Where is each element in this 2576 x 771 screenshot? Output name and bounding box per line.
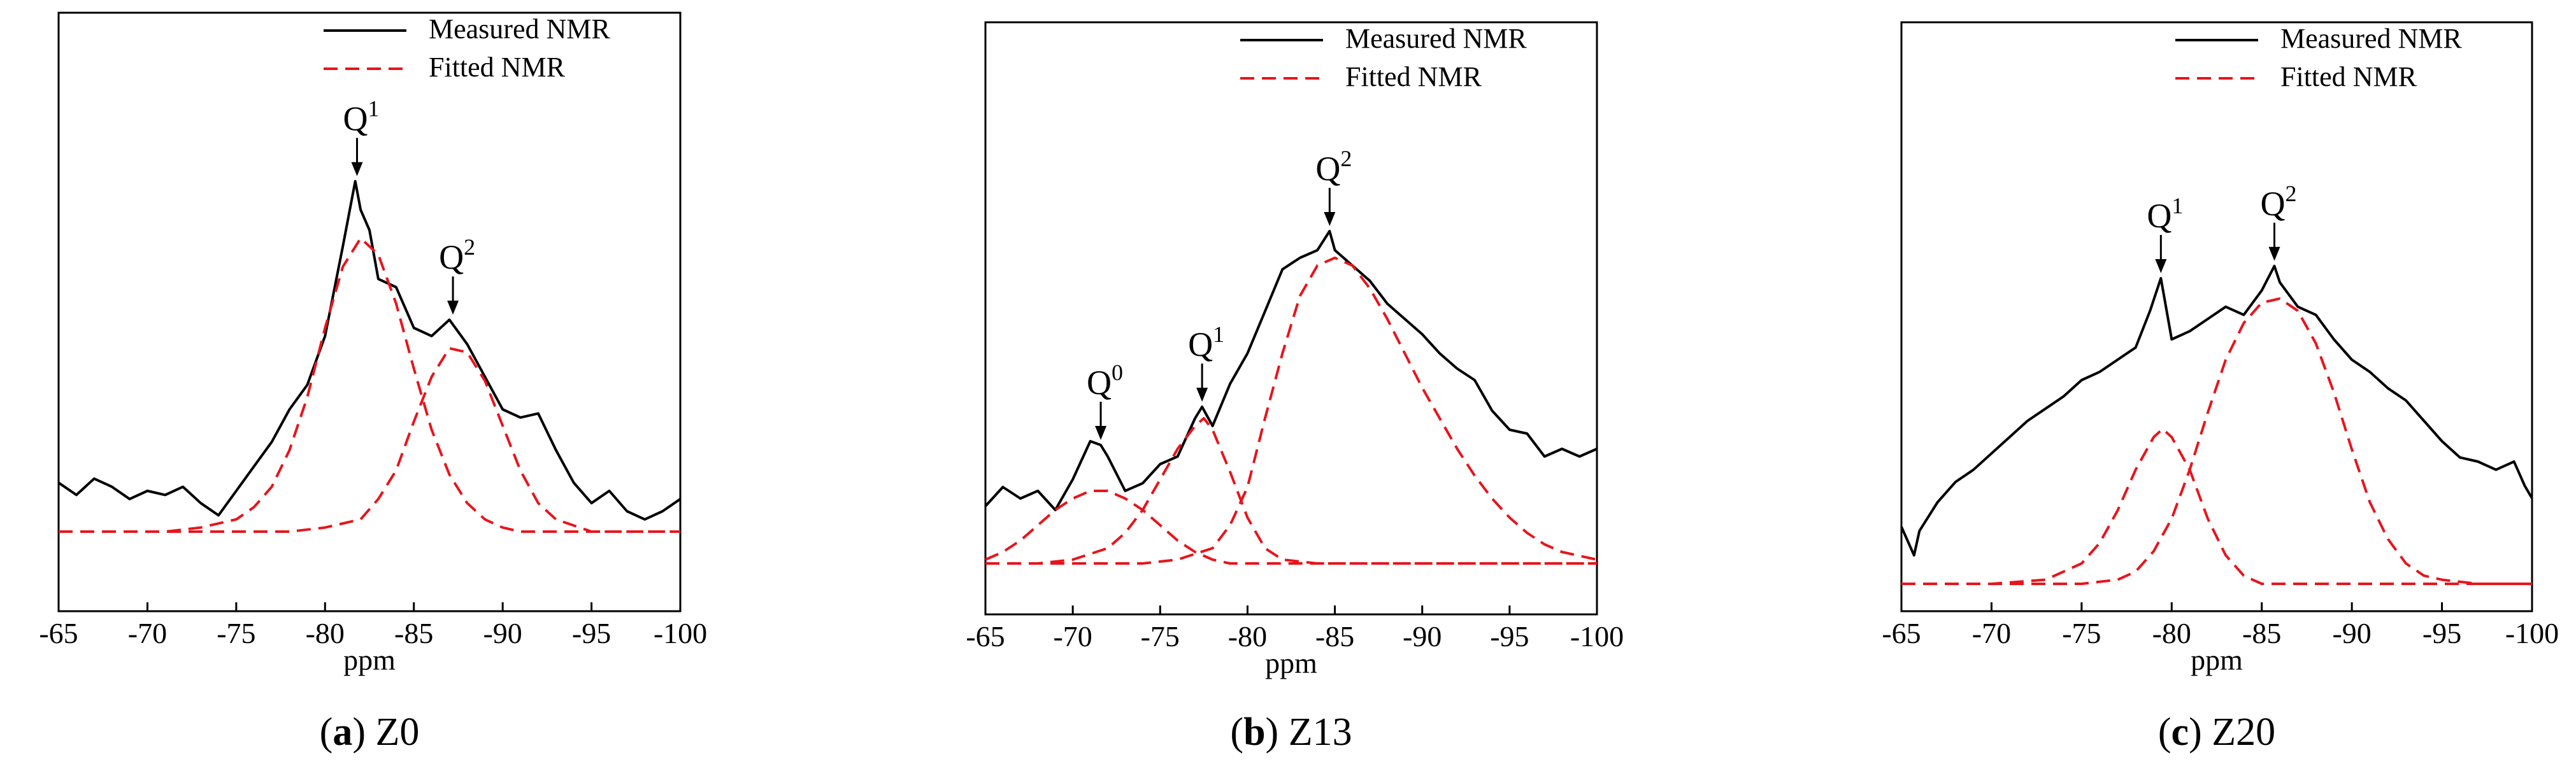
legend-label-fitted: Fitted NMR xyxy=(429,52,566,83)
peak-label: Q2 xyxy=(439,234,475,276)
plot-frame xyxy=(984,21,1598,616)
x-tick-label: -65 xyxy=(966,620,1005,653)
x-tick-label: -85 xyxy=(394,617,433,649)
peak-label: Q1 xyxy=(343,96,379,138)
x-tick-label: -95 xyxy=(572,617,611,649)
x-axis-label: ppm xyxy=(343,644,396,676)
x-tick-label: -70 xyxy=(128,617,167,649)
fitted-curve xyxy=(1901,427,2532,585)
x-tick-label: -80 xyxy=(306,617,345,649)
peak-arrowhead xyxy=(1095,426,1107,440)
x-tick-label: -75 xyxy=(217,617,255,649)
panel-c: -65 -70 -75 -80 -85 -90 -95 -100 ppm Q1 Q2 Measured… xyxy=(1882,21,2559,754)
fitted-curve xyxy=(985,417,1597,565)
x-tick-label: -95 xyxy=(1490,620,1529,653)
legend-label-fitted: Fitted NMR xyxy=(2280,61,2417,92)
x-tick-label: -90 xyxy=(483,617,522,649)
x-tick-label: -90 xyxy=(2332,617,2371,649)
x-tick-label: -80 xyxy=(2152,617,2191,649)
fitted-curve xyxy=(1901,297,2532,585)
x-tick-label: -75 xyxy=(2062,617,2101,649)
panel-caption: (c) Z20 xyxy=(2158,711,2275,754)
x-tick-label: -100 xyxy=(654,617,707,649)
x-tick-label: -75 xyxy=(1141,620,1180,653)
x-axis-label: ppm xyxy=(2191,644,2243,676)
fitted-curve xyxy=(985,490,1597,565)
peak-arrowhead xyxy=(2155,259,2167,273)
peak-arrowhead xyxy=(1324,212,1336,226)
panel-caption: (a) Z0 xyxy=(320,711,420,754)
fitted-curve xyxy=(985,257,1598,565)
legend-label-measured: Measured NMR xyxy=(1345,23,1527,54)
x-tick-label: -65 xyxy=(39,617,78,649)
peak-label: Q0 xyxy=(1087,360,1123,402)
x-tick-label: -95 xyxy=(2422,617,2461,649)
peak-arrowhead xyxy=(1196,388,1208,402)
legend-label-measured: Measured NMR xyxy=(2280,23,2462,54)
peak-label: Q2 xyxy=(2261,181,2297,223)
panel-b: -65 -70 -75 -80 -85 -90 -95 -100 ppm Q0 Q1 Q2 Measur… xyxy=(966,21,1624,754)
peak-label: Q2 xyxy=(1315,146,1352,188)
x-tick-label: -70 xyxy=(1972,617,2011,649)
peak-arrowhead xyxy=(351,162,363,176)
x-tick-label: -80 xyxy=(1228,620,1267,653)
x-tick-label: -100 xyxy=(1570,620,1624,653)
peak-arrowhead xyxy=(447,301,459,315)
panel-a: -65 -70 -75 -80 -85 -90 -95 -100 ppm Q1 Q2 Measured… xyxy=(39,11,707,754)
x-tick-label: -85 xyxy=(1315,620,1354,653)
x-tick-label: -90 xyxy=(1403,620,1442,653)
plot-frame xyxy=(1900,21,2533,612)
peak-arrowhead xyxy=(2268,246,2280,261)
legend-label-fitted: Fitted NMR xyxy=(1345,61,1482,92)
fitted-curve xyxy=(59,237,680,533)
measured-curve xyxy=(1900,264,2533,557)
measured-curve xyxy=(57,180,682,521)
x-tick-label: -100 xyxy=(2505,617,2559,649)
panel-caption: (b) Z13 xyxy=(1230,711,1352,754)
measured-curve xyxy=(984,230,1598,511)
x-tick-label: -65 xyxy=(1882,617,1921,649)
x-tick-label: -70 xyxy=(1053,620,1092,653)
peak-label: Q1 xyxy=(1188,322,1224,364)
x-tick-label: -85 xyxy=(2242,617,2281,649)
x-axis-label: ppm xyxy=(1265,647,1317,679)
plot-frame xyxy=(57,11,682,612)
peak-label: Q1 xyxy=(2147,193,2183,235)
fitted-curve xyxy=(59,347,680,533)
legend-label-measured: Measured NMR xyxy=(429,13,610,45)
